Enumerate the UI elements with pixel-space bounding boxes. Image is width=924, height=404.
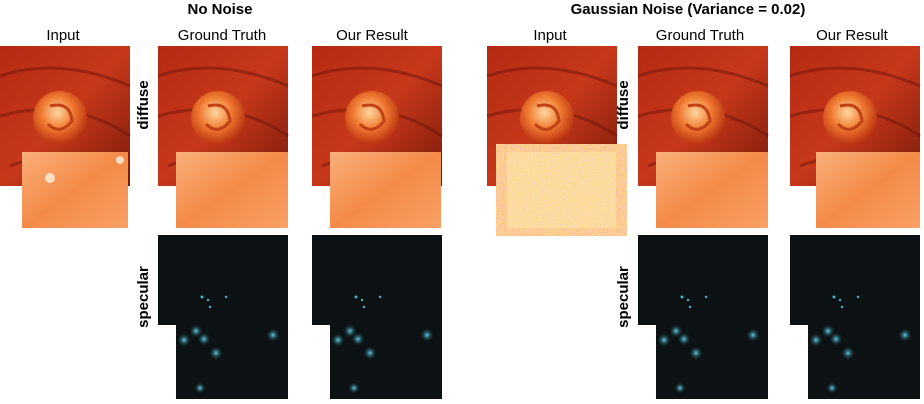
group-title: Gaussian Noise (Variance = 0.02) xyxy=(571,1,806,18)
column-label: Input xyxy=(46,27,80,44)
group-title: No Noise xyxy=(187,1,252,18)
column-label: Our Result xyxy=(816,27,889,44)
column-label: Input xyxy=(533,27,567,44)
row-label: specular xyxy=(135,266,152,328)
row-label: specular xyxy=(615,266,632,328)
figure: No Noise Gaussian Noise (Variance = 0.02… xyxy=(0,0,924,399)
column-label: Ground Truth xyxy=(656,27,744,44)
column-label: Our Result xyxy=(336,27,409,44)
inset xyxy=(22,152,920,228)
column-label: Ground Truth xyxy=(178,27,266,44)
specular-image xyxy=(158,235,920,399)
row-label: diffuse xyxy=(615,80,632,129)
row-label: diffuse xyxy=(135,80,152,129)
